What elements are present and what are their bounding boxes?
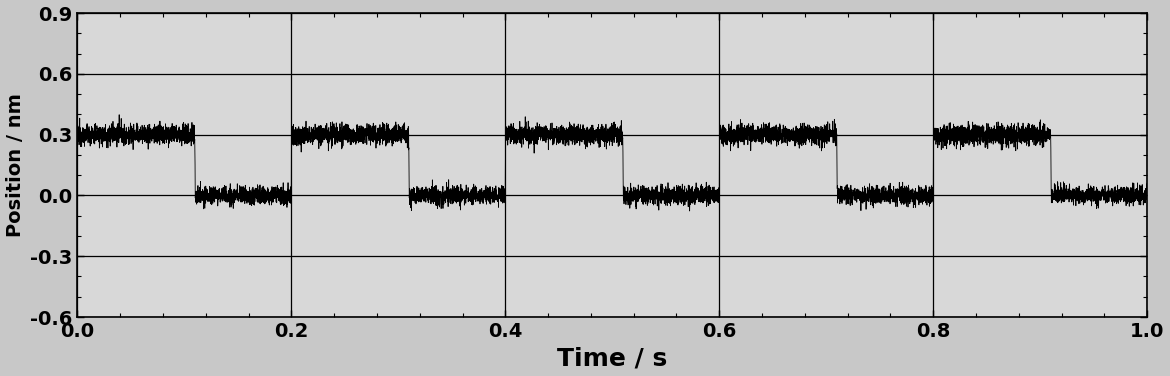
Y-axis label: Position / nm: Position / nm (6, 93, 25, 237)
X-axis label: Time / s: Time / s (557, 346, 667, 370)
